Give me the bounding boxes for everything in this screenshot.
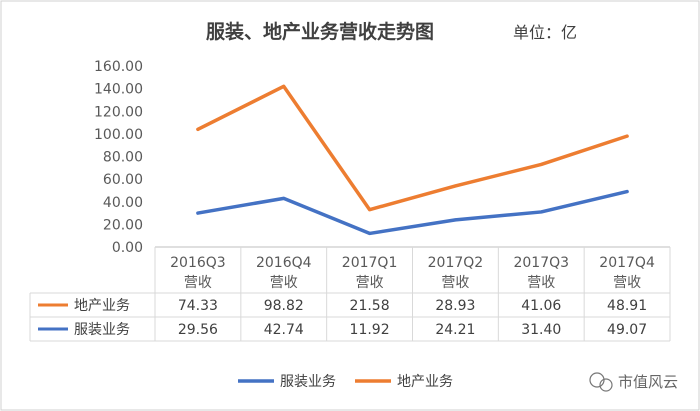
series-line	[196, 84, 629, 212]
y-tick-label: 0.00	[112, 240, 143, 256]
y-tick-label: 80.00	[103, 150, 143, 166]
legend-label: 服装业务	[280, 374, 336, 390]
table-series-name: 地产业务	[74, 298, 130, 314]
y-tick-label: 160.00	[94, 59, 143, 75]
data-point	[539, 162, 543, 166]
x-category-sublabel: 营收	[441, 275, 469, 291]
y-tick-label: 20.00	[103, 217, 143, 233]
table-cell-value: 98.82	[264, 298, 304, 314]
watermark: 市值风云	[589, 372, 678, 392]
data-point	[625, 190, 629, 194]
wechat-icon	[589, 372, 613, 392]
data-point	[196, 127, 200, 131]
table-cell-value: 49.07	[607, 322, 647, 338]
x-category-sublabel: 营收	[356, 275, 384, 291]
data-point	[453, 218, 457, 222]
table-cell-value: 48.91	[607, 298, 647, 314]
table-cell-value: 74.33	[178, 298, 218, 314]
table-cell-value: 41.06	[521, 298, 561, 314]
unit-label: 单位：亿	[513, 23, 577, 42]
data-point	[539, 210, 543, 214]
data-point	[282, 84, 286, 88]
x-category-label: 2016Q3	[170, 255, 226, 271]
series-line	[196, 189, 629, 236]
table-cell-value: 21.58	[350, 298, 390, 314]
x-category-sublabel: 营收	[270, 275, 298, 291]
data-point	[368, 231, 372, 235]
series-layer	[196, 84, 629, 236]
data-point	[625, 134, 629, 138]
x-category-label: 2016Q4	[256, 255, 312, 271]
axis-layer: 0.00 20.00 40.00 60.00 80.00 100.00 120.00 140.…	[94, 59, 143, 256]
table-cell-value: 28.93	[435, 298, 475, 314]
x-category-label: 2017Q4	[599, 255, 655, 271]
y-tick-label: 100.00	[94, 127, 143, 143]
chart-title: 服装、地产业务营收走势图	[206, 20, 434, 43]
data-table: 2016Q3 营收 2016Q4 营收 2017Q1 营收 2017Q2 营收 2017Q3 营收…	[29, 246, 671, 342]
x-category-label: 2017Q3	[513, 255, 569, 271]
table-cell-value: 24.21	[435, 322, 475, 338]
watermark-text: 市值风云	[618, 373, 678, 391]
table-cell-value: 31.40	[521, 322, 561, 338]
table-cell-value: 29.56	[178, 322, 218, 338]
x-category-sublabel: 营收	[613, 275, 641, 291]
legend: 服装业务 地产业务	[238, 374, 453, 390]
table-cell-value: 42.74	[264, 322, 304, 338]
y-tick-label: 40.00	[103, 195, 143, 211]
y-tick-label: 120.00	[94, 104, 143, 120]
data-point	[196, 211, 200, 215]
table-series-name: 服装业务	[74, 322, 130, 338]
x-category-label: 2017Q2	[428, 255, 484, 271]
data-point	[368, 208, 372, 212]
x-category-sublabel: 营收	[527, 275, 555, 291]
y-tick-label: 140.00	[94, 82, 143, 98]
legend-label: 地产业务	[397, 374, 453, 390]
data-point	[282, 196, 286, 200]
y-tick-label: 60.00	[103, 172, 143, 188]
x-category-label: 2017Q1	[342, 255, 398, 271]
x-category-sublabel: 营收	[184, 275, 212, 291]
data-point	[453, 184, 457, 188]
table-cell-value: 11.92	[350, 322, 390, 338]
